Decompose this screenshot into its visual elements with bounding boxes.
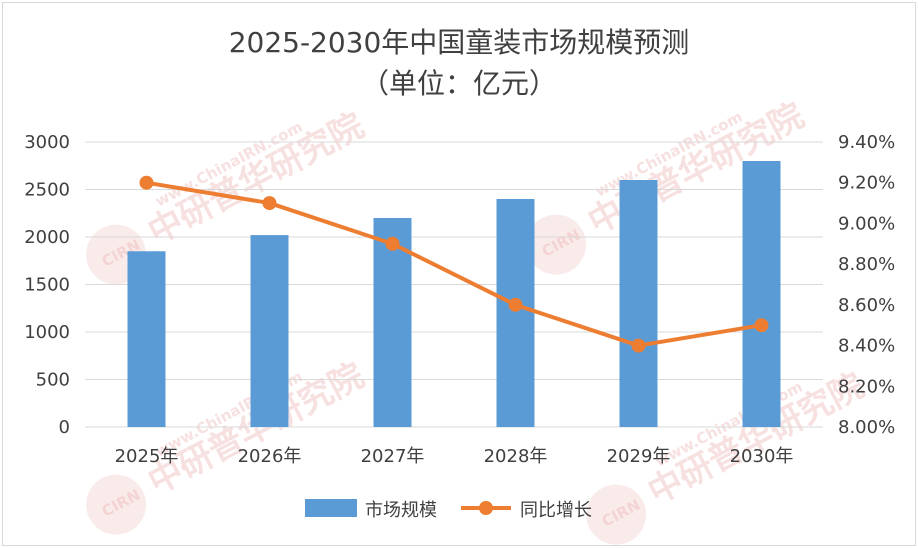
right-axis-ticks: 8.00% 8.20% 8.40% 8.60% 8.80% 9.00% 9.20% 9.40% — [838, 132, 895, 438]
x-axis-tick-label: 2026年 — [238, 446, 302, 467]
right-axis-tick-label: 8.40% — [838, 336, 895, 357]
left-axis-tick-label: 3000 — [24, 132, 70, 153]
growth-point — [262, 196, 277, 211]
left-axis-ticks: 0 500 1000 1500 2000 2500 3000 — [24, 132, 70, 438]
x-axis-ticks: 2025年 2026年 2027年 2028年 2029年 2030年 — [115, 446, 794, 467]
left-axis-tick-label: 500 — [36, 370, 70, 391]
gridlines — [85, 141, 823, 428]
right-axis-tick-label: 8.80% — [838, 254, 895, 275]
right-axis-tick-label: 9.40% — [838, 132, 895, 153]
bar — [496, 199, 535, 427]
left-axis-tick-label: 1500 — [24, 275, 70, 296]
legend-bar-swatch — [305, 499, 357, 517]
right-axis-tick-label: 8.20% — [838, 376, 895, 397]
growth-point — [631, 338, 646, 353]
bar — [250, 235, 289, 427]
x-axis-tick-label: 2025年 — [115, 446, 179, 467]
legend-label-market-size: 市场规模 — [365, 500, 437, 521]
x-axis-tick-label: 2030年 — [730, 446, 794, 467]
bar — [742, 161, 781, 427]
bar-series — [127, 161, 781, 427]
left-axis-tick-label: 1000 — [24, 322, 70, 343]
x-axis-tick-label: 2028年 — [484, 446, 548, 467]
x-axis-tick-label: 2027年 — [361, 446, 425, 467]
watermark-logo — [526, 214, 587, 275]
growth-point — [508, 297, 523, 312]
growth-point — [139, 175, 154, 190]
growth-line — [146, 180, 762, 348]
right-axis-tick-label: 8.60% — [838, 295, 895, 316]
legend-label-growth: 同比增长 — [520, 500, 592, 521]
chart-title: 2025-2030年中国童装市场规模预测 — [229, 26, 690, 59]
right-axis-tick-label: 8.00% — [838, 417, 895, 438]
bar — [127, 251, 166, 427]
line-series — [139, 175, 769, 353]
watermark-logo — [86, 474, 147, 535]
left-axis-tick-label: 2000 — [24, 227, 70, 248]
right-axis-tick-label: 9.20% — [838, 173, 895, 194]
bar — [373, 218, 412, 427]
right-axis-tick-label: 9.00% — [838, 213, 895, 234]
growth-point — [754, 318, 769, 333]
bar — [619, 180, 658, 427]
watermark-logo — [586, 484, 647, 545]
left-axis-tick-label: 0 — [59, 417, 70, 438]
watermark-cn-text: 中研普华研究院 — [142, 106, 371, 253]
legend: 市场规模 同比增长 — [305, 499, 592, 521]
chart-subtitle: （单位：亿元） — [361, 67, 557, 100]
x-axis-tick-label: 2029年 — [607, 446, 671, 467]
legend-line-marker — [479, 501, 493, 515]
growth-point — [385, 236, 400, 251]
left-axis-tick-label: 2500 — [24, 180, 70, 201]
